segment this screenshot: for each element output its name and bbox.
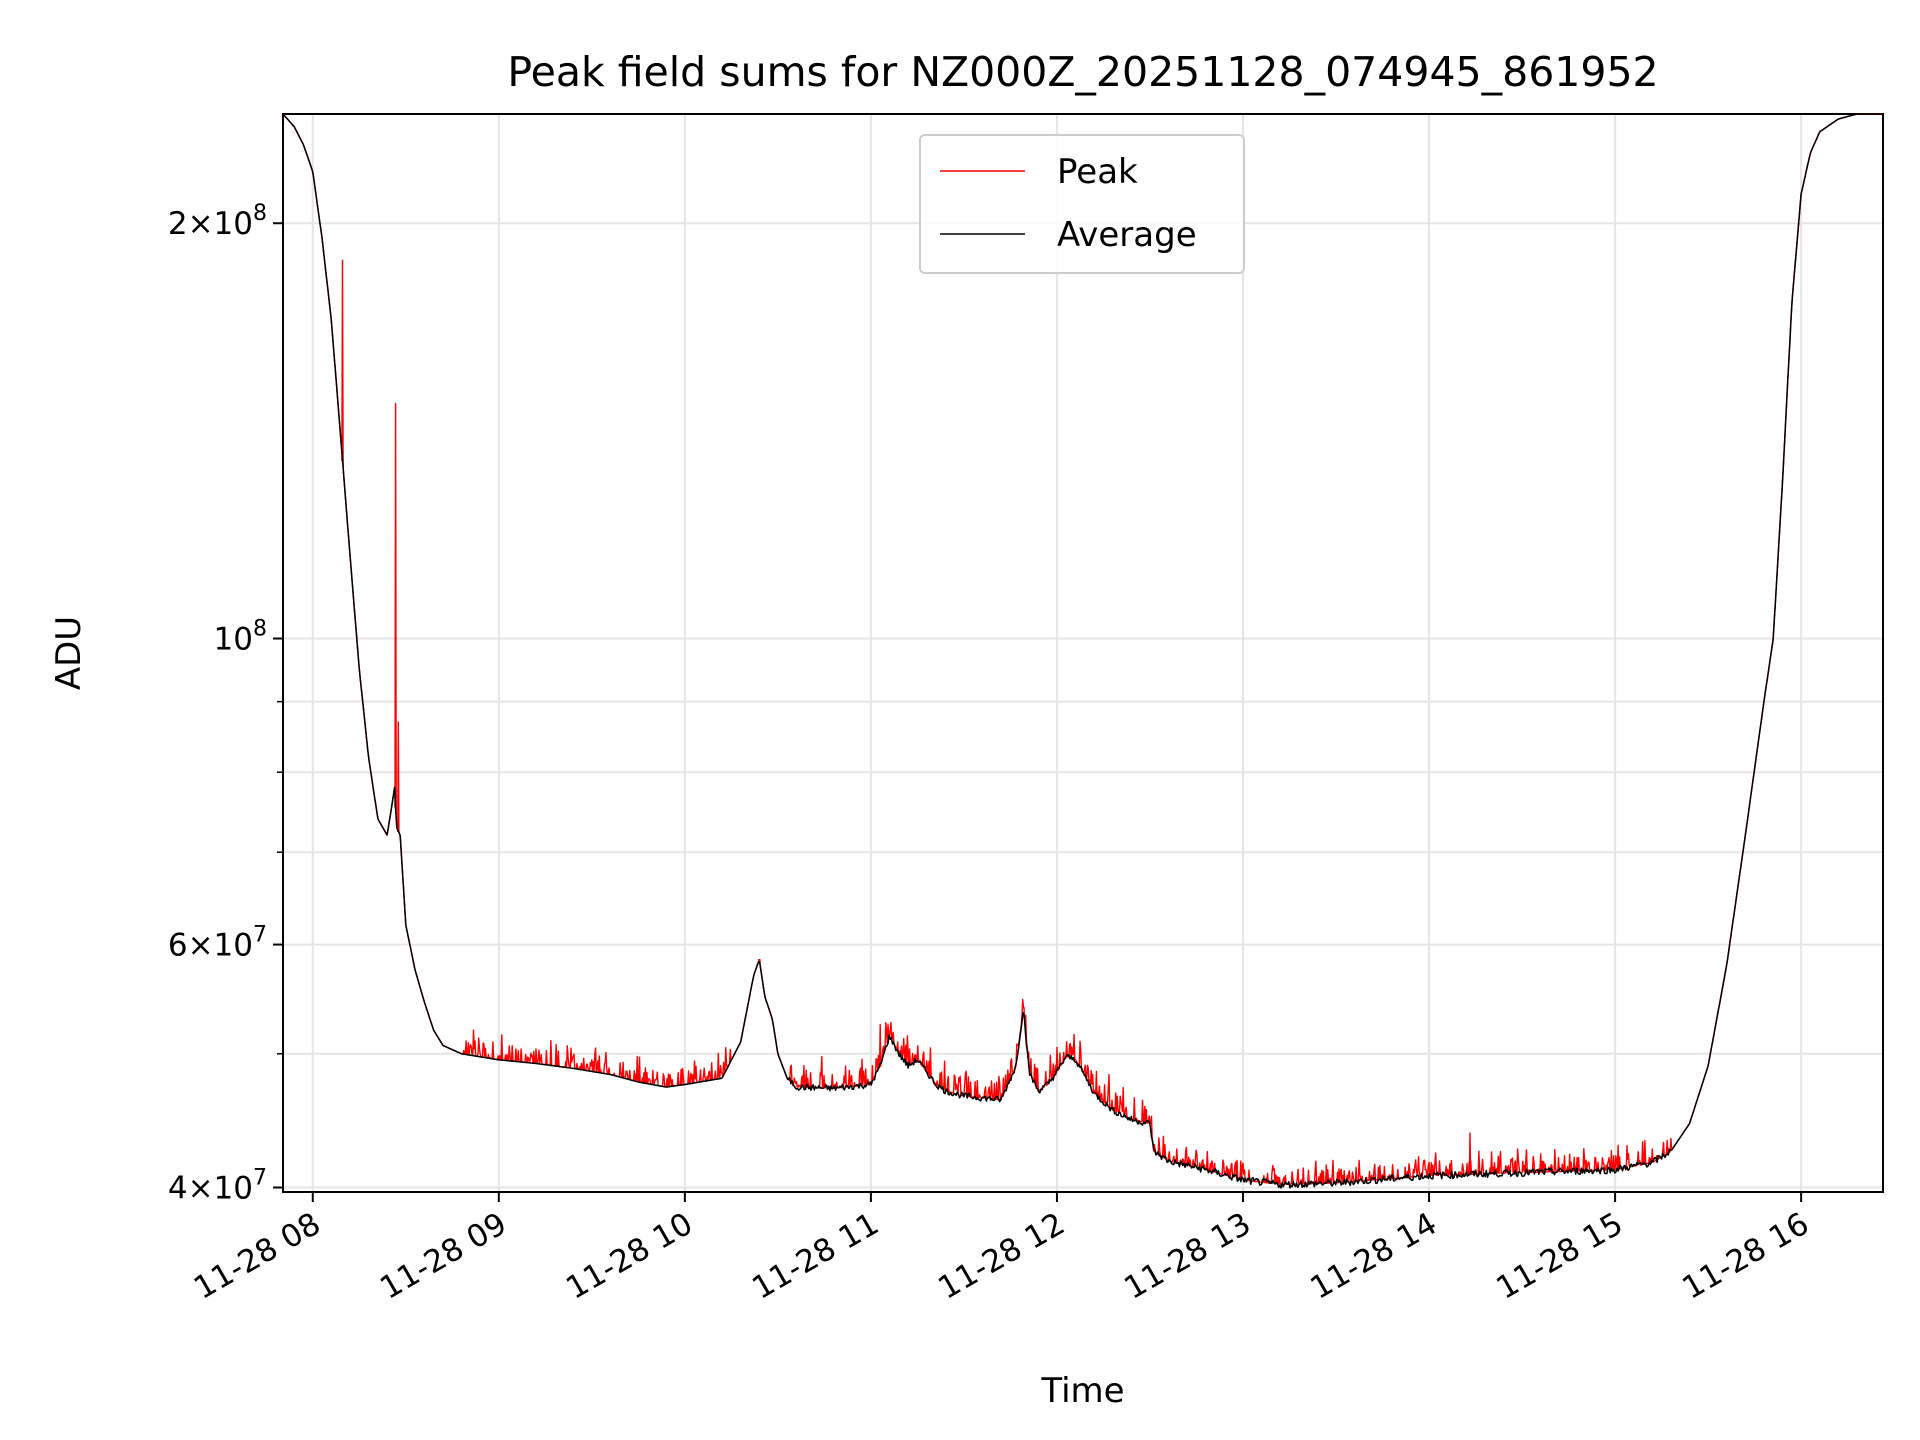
- x-tick-label: 11-28 15: [1490, 1206, 1629, 1307]
- x-axis-label: Time: [1040, 1371, 1124, 1411]
- y-tick-times: ×: [188, 928, 214, 964]
- chart-title: Peak field sums for NZ000Z_20251128_0749…: [507, 48, 1658, 96]
- y-tick-mantissa: 2: [168, 206, 188, 242]
- legend: Peak Average: [919, 134, 1245, 274]
- y-tick-times: ×: [188, 1170, 214, 1206]
- y-tick-label: 4×107: [168, 1165, 267, 1206]
- y-tick-exponent: 7: [253, 1165, 267, 1190]
- x-axis-ticks: 11-28 08 11-28 09 11-28 10 11-28 11 11-28 12…: [188, 1192, 1815, 1307]
- peak-series-line: [282, 113, 1883, 1186]
- y-tick-base: 10: [214, 928, 253, 964]
- y-tick-exponent: 7: [253, 923, 267, 948]
- legend-box: [919, 134, 1245, 274]
- y-tick-mantissa: 4: [168, 1170, 188, 1206]
- x-tick-label: 11-28 08: [188, 1206, 327, 1307]
- x-tick-label: 11-28 14: [1304, 1206, 1443, 1307]
- legend-peak-label: Peak: [1057, 152, 1138, 192]
- y-tick-label: 2×108: [168, 201, 267, 242]
- y-tick-times: ×: [188, 206, 214, 242]
- y-tick-base: 10: [214, 1170, 253, 1206]
- y-tick-base: 10: [214, 622, 253, 658]
- x-tick-label: 11-28 13: [1118, 1206, 1257, 1307]
- x-tick-label: 11-28 12: [932, 1206, 1071, 1307]
- legend-average-label: Average: [1057, 215, 1197, 255]
- y-tick-mantissa: 6: [168, 928, 188, 964]
- x-tick-label: 11-28 09: [374, 1206, 513, 1307]
- x-tick-label: 11-28 10: [560, 1206, 699, 1307]
- y-tick-base: 10: [214, 206, 253, 242]
- y-tick-exponent: 8: [253, 617, 267, 642]
- grid-lines: [283, 114, 1883, 1192]
- average-series-line: [282, 113, 1883, 1189]
- y-tick-label: 108: [214, 617, 267, 658]
- y-tick-label: 6×107: [168, 923, 267, 964]
- y-axis-label: ADU: [49, 616, 89, 690]
- y-tick-exponent: 8: [253, 201, 267, 226]
- x-tick-label: 11-28 11: [746, 1206, 885, 1307]
- series-layer: [282, 113, 1883, 1189]
- x-tick-label: 11-28 16: [1676, 1206, 1815, 1307]
- plot-area: [282, 113, 1884, 1193]
